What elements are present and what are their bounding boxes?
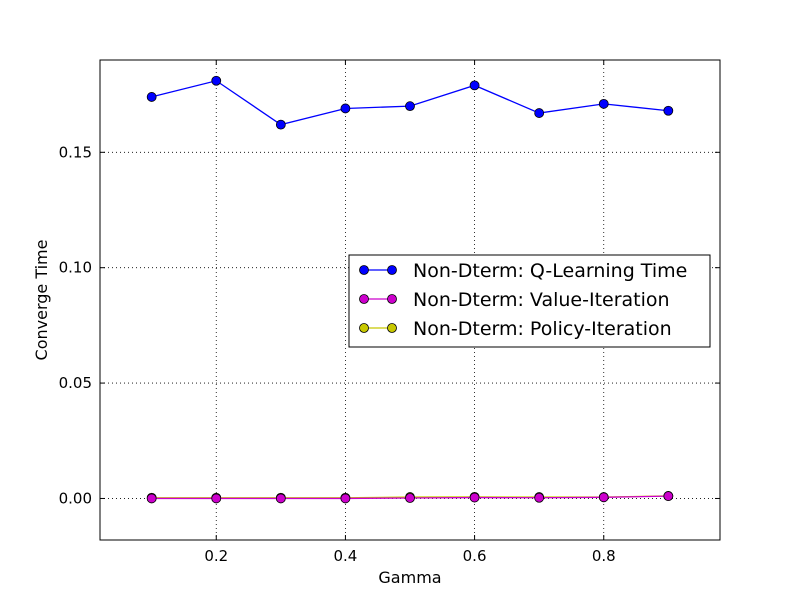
legend: Non-Dterm: Q-Learning Time Non-Dterm: Val… [348, 254, 711, 348]
legend-marker [359, 294, 369, 304]
data-point [340, 493, 351, 504]
legend-entry: Non-Dterm: Q-Learning Time [359, 260, 687, 282]
y-tick-label: 0.15 [59, 143, 92, 161]
data-point [663, 491, 674, 502]
legend-marker [359, 265, 369, 275]
x-axis-label: Gamma [378, 568, 441, 587]
data-point [146, 493, 157, 504]
x-tick-label: 0.4 [333, 547, 357, 565]
data-point [534, 492, 545, 503]
legend-marker [359, 323, 369, 333]
data-point [340, 103, 351, 114]
data-point [598, 492, 609, 503]
x-tick-label: 0.2 [204, 547, 228, 565]
plot-area-frame [99, 59, 721, 541]
y-tick-label: 0.10 [59, 259, 92, 277]
legend-label: Non-Dterm: Policy-Iteration [413, 318, 672, 340]
data-point [275, 119, 286, 130]
data-point [275, 493, 286, 504]
legend-label: Non-Dterm: Q-Learning Time [413, 260, 687, 282]
tick-labels: 0.2 0.4 0.6 0.8 0.00 0.05 0.10 0.15 [59, 143, 616, 565]
data-point [211, 75, 222, 86]
legend-marker [387, 294, 397, 304]
series-layer [146, 75, 674, 504]
data-point [146, 92, 157, 102]
data-point [598, 98, 609, 109]
axis-ticks [100, 60, 720, 540]
y-axis-label: Converge Time [32, 240, 51, 361]
data-point [211, 493, 222, 504]
legend-marker [387, 265, 397, 275]
legend-box [348, 254, 711, 348]
legend-entry: Non-Dterm: Value-Iteration [359, 289, 670, 311]
x-tick-label: 0.8 [592, 547, 616, 565]
data-point [469, 492, 480, 503]
legend-label: Non-Dterm: Value-Iteration [413, 289, 670, 311]
y-tick-label: 0.00 [59, 489, 92, 507]
data-point [405, 493, 415, 503]
data-point [469, 80, 480, 91]
legend-entry: Non-Dterm: Policy-Iteration [359, 318, 672, 340]
data-point [663, 105, 674, 116]
x-tick-label: 0.6 [463, 547, 487, 565]
data-point [534, 108, 545, 118]
legend-marker [387, 323, 397, 333]
series-1 [146, 491, 674, 504]
data-point [405, 101, 415, 112]
series-0 [146, 75, 674, 130]
y-tick-label: 0.05 [59, 374, 92, 392]
